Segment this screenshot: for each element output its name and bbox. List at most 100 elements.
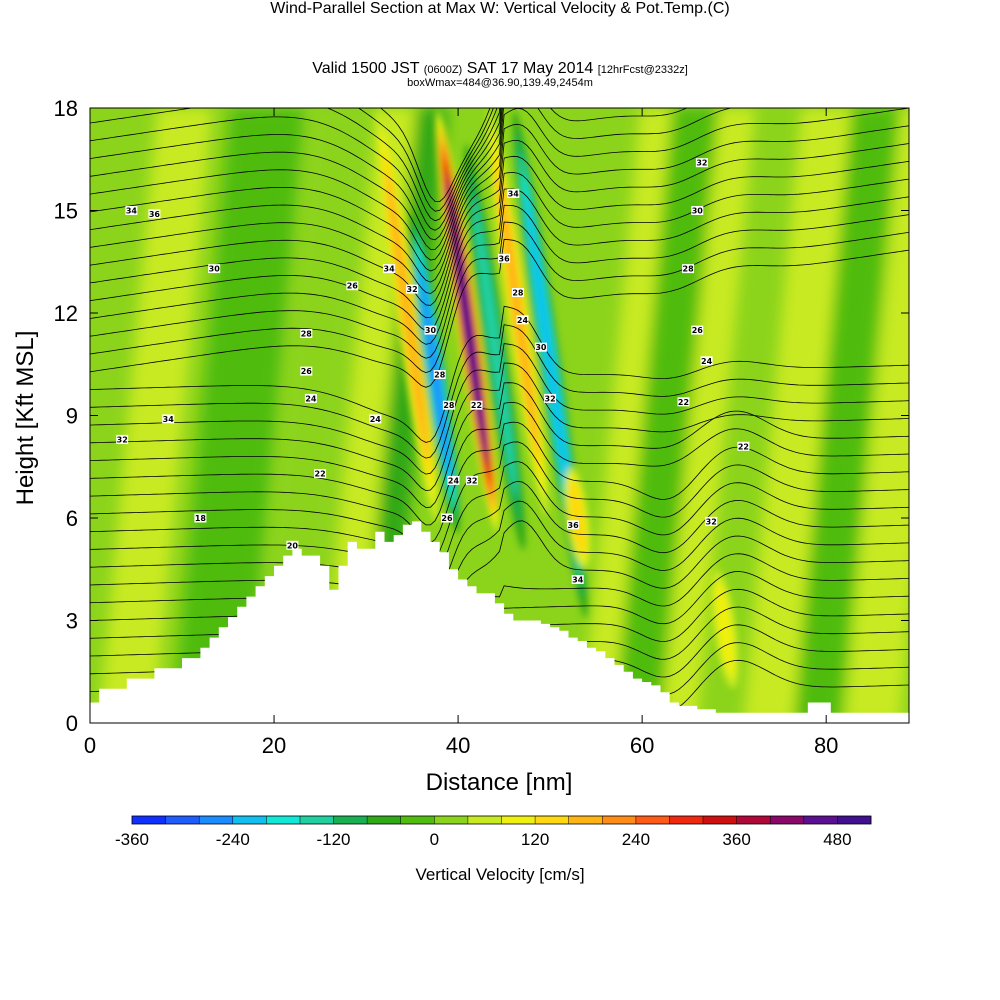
- contour-label: 28: [434, 371, 446, 380]
- theta-contour: [90, 305, 909, 443]
- theta-contour: [90, 108, 502, 250]
- contour-label-bg: [695, 158, 708, 168]
- contour-label: 28: [683, 265, 695, 274]
- contour-label: 34: [384, 265, 396, 274]
- colorbar-swatch: [199, 816, 234, 824]
- contour-label: 24: [370, 415, 382, 424]
- x-tick-label: 40: [446, 733, 470, 758]
- colorbar-tick-label: -360: [115, 830, 149, 849]
- contour-label: 36: [568, 521, 580, 530]
- colorbar-label: Vertical Velocity [cm/s]: [415, 865, 584, 884]
- theta-contour: [90, 362, 909, 492]
- contour-label-bg: [208, 264, 221, 274]
- contour-label-bg: [516, 315, 529, 325]
- contour-label: 32: [117, 435, 128, 444]
- colorbar-swatch: [132, 816, 166, 824]
- y-tick-label: 9: [66, 404, 78, 429]
- background-band: [660, 108, 756, 723]
- x-tick-label: 80: [814, 733, 838, 758]
- contour-label-bg: [691, 325, 704, 335]
- theta-contour: [90, 520, 909, 640]
- colorbar-swatch: [333, 816, 368, 824]
- contour-label: 26: [692, 326, 704, 335]
- theta-contour: [90, 108, 909, 283]
- contour-label: 24: [701, 357, 713, 366]
- colorbar-swatch: [568, 816, 603, 824]
- theta-contour: [90, 123, 909, 295]
- contour-label-bg: [116, 434, 129, 444]
- contour-label-bg: [511, 288, 524, 297]
- theta-contour: [90, 324, 909, 459]
- colorbar-swatch: [602, 816, 637, 824]
- chart-title: Wind-Parallel Section at Max W: Vertical…: [0, 0, 1000, 18]
- contour-label: 34: [572, 576, 584, 585]
- theta-contour: [90, 461, 909, 581]
- colorbar: -360 -240 -120 0 120 240 360 480: [115, 815, 872, 849]
- colorbar-swatch: [535, 816, 569, 824]
- contour-label-bg: [369, 414, 382, 424]
- background-band: [99, 108, 213, 723]
- colorbar-tick-label: 240: [622, 830, 650, 849]
- contour-label: 34: [163, 415, 175, 424]
- theta-contour: [90, 401, 909, 526]
- x-tick-label: 0: [84, 733, 96, 758]
- y-tick-label: 12: [54, 301, 78, 326]
- background-band: [172, 108, 305, 723]
- contour-label: 36: [149, 210, 161, 219]
- contour-label-bg: [470, 400, 483, 410]
- colorbar-tick-label: 480: [823, 830, 851, 849]
- theta-contour: [90, 421, 909, 544]
- contour-label-bg: [682, 264, 695, 274]
- contour-label-bg: [300, 329, 313, 338]
- contour-label: 34: [508, 189, 520, 198]
- colorbar-tick-label: -240: [216, 830, 250, 849]
- contour-label-bg: [433, 370, 446, 379]
- contour-label-bg: [465, 475, 478, 485]
- x-axis-label: Distance [nm]: [426, 769, 573, 796]
- theta-contour: [90, 343, 909, 475]
- contour-label: 32: [407, 285, 418, 294]
- theta-contour: [90, 204, 909, 359]
- theta-contour: [90, 108, 688, 261]
- colorbar-swatch: [232, 816, 267, 824]
- theta-contour: [90, 238, 909, 388]
- valid-time-prefix: Valid 1500 JST: [312, 60, 420, 77]
- contour-label-bg: [737, 441, 750, 451]
- contour-label-bg: [286, 540, 299, 550]
- contour-label: 22: [678, 398, 689, 407]
- background-band: [794, 108, 898, 723]
- updraft-core: [714, 580, 736, 678]
- contour-label-bg: [406, 284, 419, 294]
- theta-contour: [90, 140, 909, 306]
- colorbar-swatch: [770, 816, 805, 824]
- contour-label-bg: [383, 264, 396, 274]
- box-info: boxWmax=484@36.90,139.49,2454m: [407, 77, 593, 89]
- contour-label-bg: [424, 325, 437, 335]
- theta-contour: [90, 155, 909, 319]
- contour-label: 24: [517, 316, 529, 325]
- contour-label: 30: [535, 343, 547, 352]
- contour-label: 26: [347, 282, 359, 291]
- colorbar-swatch: [703, 816, 737, 824]
- colorbar-swatch: [367, 816, 401, 824]
- valid-time-zulu: (0600Z): [423, 64, 463, 76]
- copyright-mark: (C): [707, 0, 730, 17]
- contour-labels: 34 34 36 32 30 28 26 24 22 18 20 22 26 24 34 32 30 28 28 24…: [116, 158, 750, 585]
- contour-label-bg: [700, 356, 713, 366]
- colorbar-tick-label: 360: [722, 830, 750, 849]
- contour-label: 32: [696, 159, 707, 168]
- contour-label: 22: [738, 442, 749, 451]
- contour-label: 28: [512, 289, 524, 298]
- plot-area: 34 34 36 32 30 28 26 24 22 18 20 22 26 24 34 32 30 28 28 24…: [90, 108, 909, 723]
- colorbar-tick-label: 0: [430, 830, 439, 849]
- contour-label-bg: [447, 475, 460, 485]
- contour-label: 32: [706, 517, 717, 526]
- colorbar-swatch: [837, 816, 872, 824]
- colorbar-swatch: [467, 816, 502, 824]
- colorbar-swatch: [266, 816, 301, 824]
- colorbar-swatch: [300, 816, 334, 824]
- colorbar-swatch: [501, 816, 536, 824]
- contour-label-bg: [304, 393, 317, 403]
